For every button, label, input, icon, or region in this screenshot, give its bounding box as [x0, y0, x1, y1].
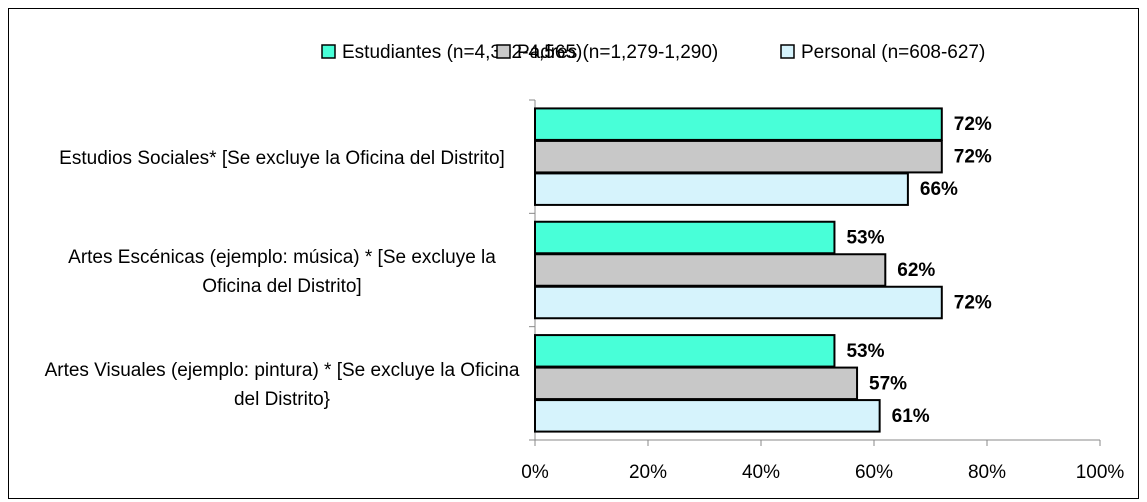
x-tick-label: 80% [968, 462, 1006, 483]
bar [534, 172, 909, 206]
bar [534, 366, 859, 401]
bar [534, 399, 881, 433]
bar [534, 107, 943, 141]
value-label: 72% [954, 114, 992, 135]
value-label: 66% [920, 179, 958, 200]
bar [534, 220, 836, 255]
x-tick-label: 60% [855, 462, 893, 483]
x-tick-label: 0% [521, 462, 549, 483]
bar [534, 285, 943, 320]
value-label: 53% [846, 228, 884, 249]
x-tick-label: 40% [742, 462, 780, 483]
value-label: 72% [954, 293, 992, 314]
category-label: Artes Escénicas (ejemplo: música) * [Se … [68, 247, 496, 297]
legend-swatch [780, 44, 795, 59]
value-label: 61% [892, 406, 930, 427]
category-label: Estudios Sociales* [Se excluye la Oficin… [59, 148, 505, 170]
bar [534, 253, 887, 287]
bar [534, 139, 943, 174]
value-label: 53% [846, 341, 884, 362]
legend-swatch [496, 44, 511, 59]
bar [534, 334, 836, 368]
value-label: 57% [869, 373, 907, 394]
x-tick-label: 100% [1076, 462, 1125, 483]
value-label: 62% [897, 260, 935, 281]
x-tick-label: 20% [629, 462, 667, 483]
category-label: Artes Visuales (ejemplo: pintura) * [Se … [44, 360, 520, 411]
value-label: 72% [954, 147, 992, 168]
legend-swatch [321, 44, 336, 59]
legend-label: Personal (n=608-627) [801, 42, 985, 63]
legend-label: Padres (n=1,279-1,290) [517, 42, 718, 63]
legend-label: Estudiantes (n=4,392-4,565) [342, 42, 582, 63]
